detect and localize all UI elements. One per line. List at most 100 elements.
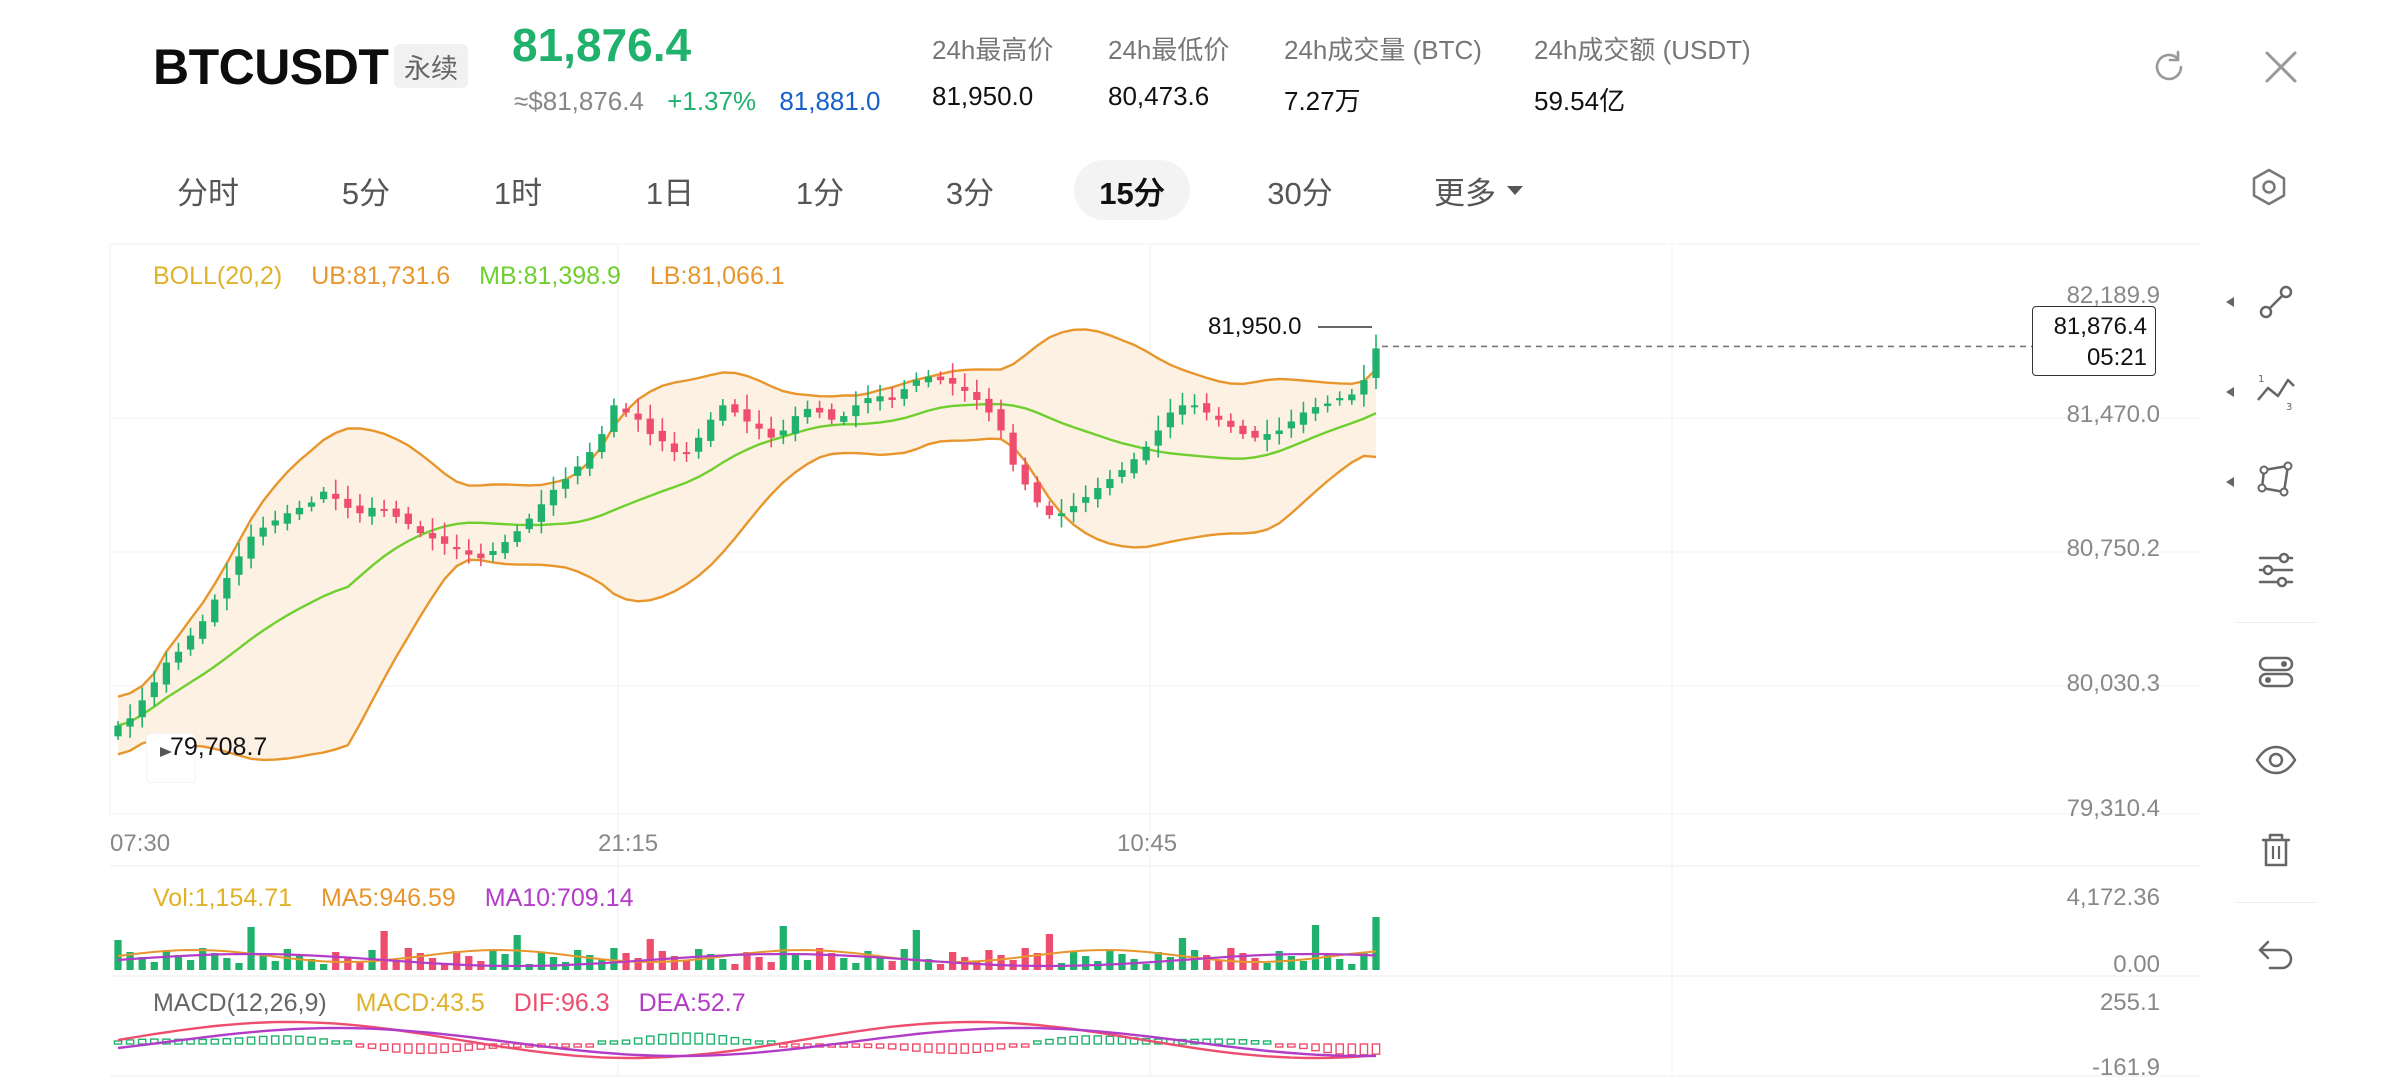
candle-body bbox=[1227, 420, 1235, 427]
macd-histogram-bar bbox=[839, 1043, 849, 1048]
macd-histogram-bar bbox=[730, 1036, 740, 1045]
candle-body bbox=[416, 526, 425, 534]
macd-histogram-bar bbox=[1045, 1038, 1054, 1045]
line-tool-icon[interactable] bbox=[2254, 280, 2298, 324]
macd-histogram-bar bbox=[694, 1032, 703, 1045]
candle-body bbox=[344, 498, 352, 508]
volume-bar bbox=[803, 960, 812, 970]
svg-text:1: 1 bbox=[2258, 374, 2264, 385]
volume-bar bbox=[1215, 960, 1223, 970]
macd-histogram-bar bbox=[1371, 1043, 1381, 1055]
usd-price: ≈$81,876.4 bbox=[514, 86, 644, 116]
volume-bar bbox=[453, 951, 461, 970]
macd-histogram-bar bbox=[234, 1037, 244, 1045]
settings-hexagon-icon[interactable] bbox=[2248, 166, 2290, 208]
sliders-icon[interactable] bbox=[2254, 548, 2298, 592]
volume-bar bbox=[682, 961, 691, 970]
volume-bar bbox=[1021, 948, 1029, 970]
macd-value: MACD:43.5 bbox=[355, 989, 485, 1017]
current-price-tag: 81,876.4 05:21 bbox=[2032, 306, 2156, 376]
candle-body bbox=[1021, 464, 1029, 485]
macd-histogram-bar bbox=[791, 1043, 800, 1048]
macd-histogram-bar bbox=[246, 1036, 256, 1045]
macd-histogram-bar bbox=[561, 1043, 570, 1048]
toggle-settings-icon[interactable] bbox=[2254, 650, 2298, 694]
volume-bar bbox=[670, 956, 679, 970]
stat-value: 7.27万 bbox=[1284, 86, 1361, 116]
macd-histogram-bar bbox=[863, 1043, 873, 1049]
candle-body bbox=[1094, 488, 1102, 500]
last-price: 81,876.4 bbox=[512, 19, 692, 71]
candle-body bbox=[1239, 425, 1247, 435]
volume-bar bbox=[598, 960, 606, 970]
time-tick: 21:15 bbox=[598, 830, 659, 857]
candle-body bbox=[380, 508, 388, 511]
volume-bar bbox=[235, 963, 243, 970]
macd-histogram-bar bbox=[875, 1043, 885, 1049]
high-price-label: 81,950.0 bbox=[1208, 313, 1302, 340]
macd-histogram-bar bbox=[754, 1040, 764, 1045]
close-icon[interactable] bbox=[2260, 46, 2302, 88]
trash-icon[interactable] bbox=[2254, 828, 2298, 872]
macd-histogram-bar bbox=[125, 1039, 135, 1045]
candle-body bbox=[779, 430, 787, 436]
candle-body bbox=[1057, 513, 1066, 517]
macd-legend: MACD(12,26,9) MACD:43.5 DIF:96.3 DEA:52.… bbox=[153, 989, 746, 1018]
candle-body bbox=[707, 419, 715, 441]
macd-histogram-bar bbox=[319, 1038, 328, 1045]
tab-3m[interactable]: 3分 bbox=[945, 175, 995, 211]
perpetual-badge: 永续 bbox=[394, 44, 468, 88]
price-tick: 79,310.4 bbox=[2066, 795, 2160, 822]
macd-histogram-bar bbox=[283, 1035, 292, 1045]
volume-bar bbox=[320, 964, 328, 970]
stat-label: 24h最低价 bbox=[1108, 35, 1230, 65]
candle-body bbox=[1360, 380, 1368, 395]
tab-15m[interactable]: 15分 bbox=[1074, 160, 1190, 220]
stat-24h-high: 24h最高价 81,950.0 bbox=[932, 30, 1053, 112]
tab-5m[interactable]: 5分 bbox=[341, 175, 391, 211]
tab-1m[interactable]: 1分 bbox=[795, 175, 845, 211]
candle-body bbox=[235, 556, 243, 575]
volume-bar bbox=[199, 948, 207, 970]
undo-icon[interactable] bbox=[2254, 930, 2298, 974]
stat-value: 80,473.6 bbox=[1108, 81, 1210, 111]
macd-histogram-bar bbox=[1093, 1035, 1103, 1045]
candle-body bbox=[525, 518, 533, 530]
price-tick: 80,750.2 bbox=[2066, 535, 2160, 562]
volume-bar bbox=[211, 953, 219, 970]
wave-tool-icon[interactable]: 1 3 bbox=[2254, 370, 2298, 414]
volume-bar bbox=[392, 960, 400, 970]
refresh-icon[interactable] bbox=[2150, 48, 2188, 86]
stat-value: 59.54亿 bbox=[1534, 86, 1626, 116]
shape-tool-icon[interactable] bbox=[2254, 458, 2298, 502]
flag-icon bbox=[146, 733, 196, 783]
volume-bar bbox=[1227, 948, 1235, 970]
volume-bar bbox=[1082, 956, 1090, 970]
macd-tick: 255.1 bbox=[2099, 989, 2160, 1016]
macd-histogram-bar bbox=[270, 1035, 280, 1045]
candle-body bbox=[1287, 421, 1295, 429]
candle-body bbox=[840, 416, 848, 422]
macd-histogram-bar bbox=[670, 1032, 679, 1045]
candle-body bbox=[912, 380, 920, 386]
tab-30m[interactable]: 30分 bbox=[1267, 175, 1333, 211]
candle-body bbox=[864, 398, 872, 404]
tab-1d[interactable]: 1日 bbox=[645, 175, 695, 211]
volume-bar bbox=[997, 955, 1005, 970]
candle-body bbox=[755, 423, 763, 429]
tab-timeline[interactable]: 分时 bbox=[177, 175, 239, 211]
eye-icon[interactable] bbox=[2254, 738, 2298, 782]
kline-chart[interactable] bbox=[0, 240, 2200, 1080]
volume-bar bbox=[1299, 961, 1308, 970]
candle-body bbox=[743, 409, 751, 422]
toolbar-divider bbox=[2236, 622, 2316, 623]
vol-ma5: MA5:946.59 bbox=[320, 884, 456, 912]
volume-bar bbox=[1106, 949, 1114, 970]
volume-bar bbox=[1323, 954, 1332, 970]
volume-bar bbox=[537, 952, 545, 970]
tab-more[interactable]: 更多 bbox=[1420, 160, 1540, 220]
candle-body bbox=[586, 452, 594, 469]
tab-1h[interactable]: 1时 bbox=[493, 175, 543, 211]
macd-histogram-bar bbox=[210, 1038, 220, 1045]
candle-body bbox=[138, 700, 146, 718]
